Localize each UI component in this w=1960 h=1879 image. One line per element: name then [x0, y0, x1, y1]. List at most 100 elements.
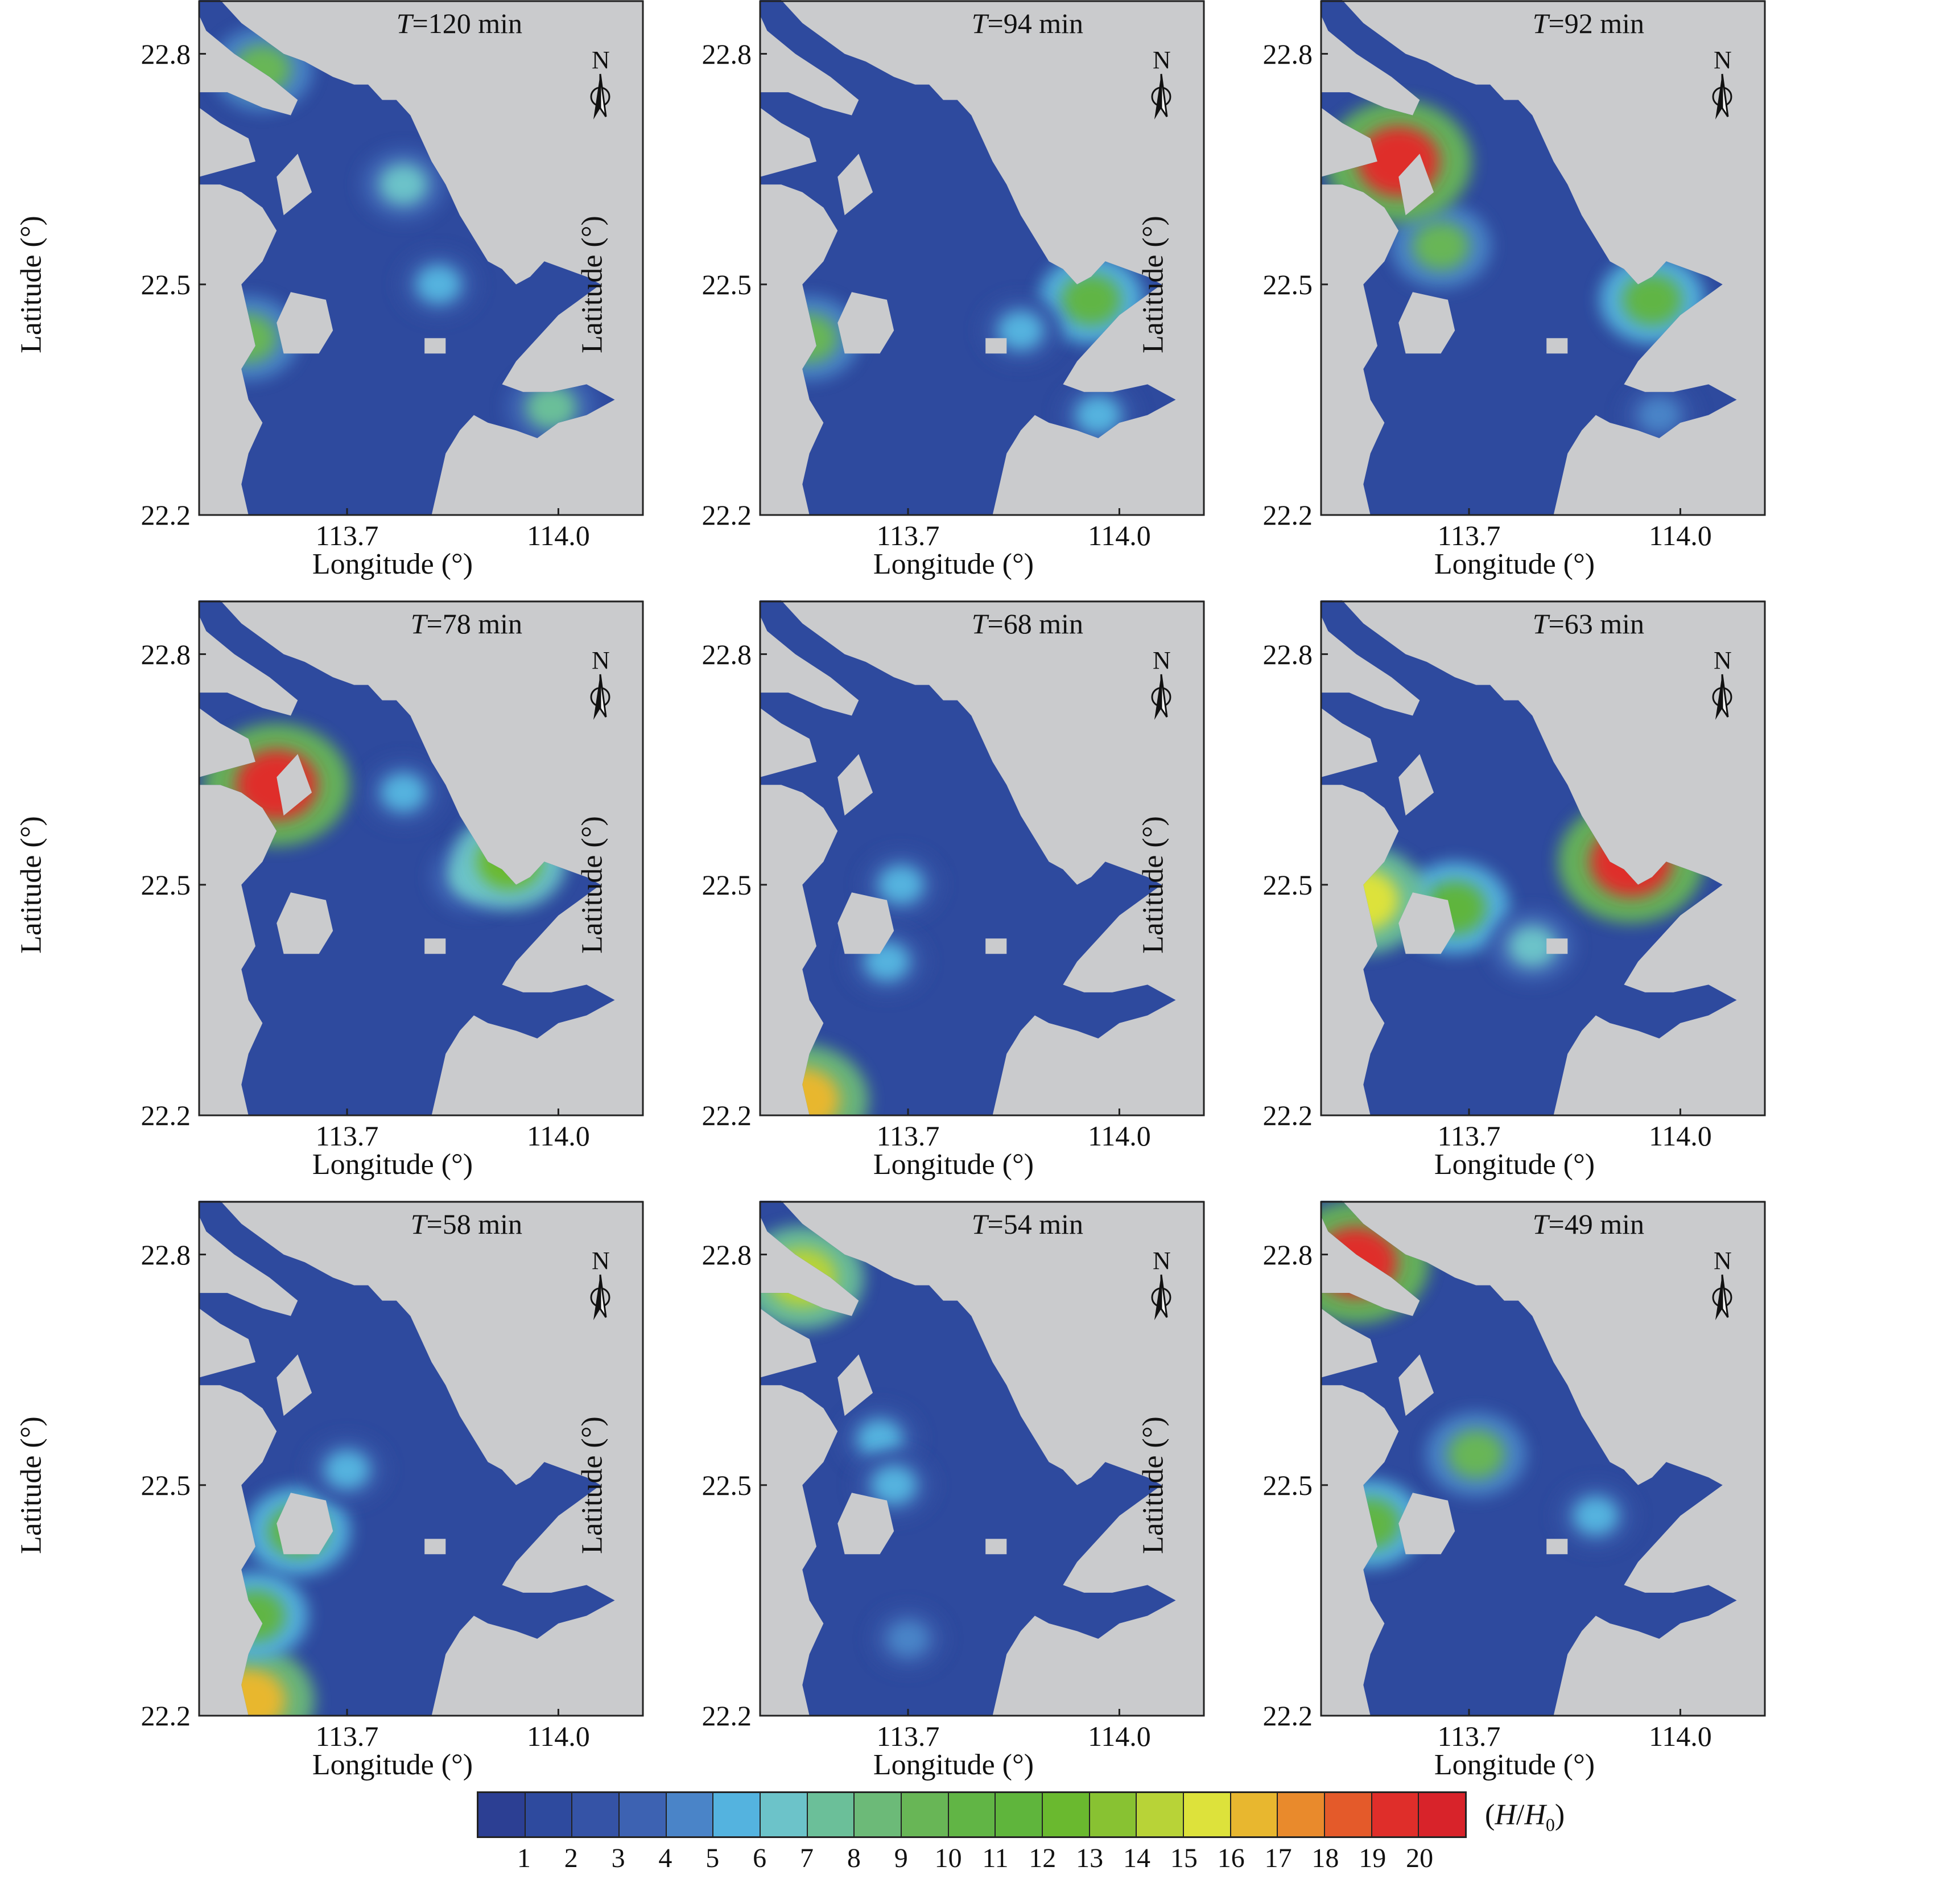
panel-time-label: T=94 min [971, 7, 1083, 39]
water-area [199, 0, 615, 515]
legend-swatch [1325, 1793, 1372, 1836]
y-tick-label: 22.5 [1262, 1469, 1313, 1501]
wave-amplification-hotspot [380, 772, 427, 813]
panel-time-label: T=54 min [971, 1208, 1083, 1240]
legend-tick-label: 11 [982, 1843, 1009, 1873]
legend-swatch [948, 1793, 996, 1836]
y-axis-label: Latitude (°) [1137, 1416, 1170, 1554]
wave-amplification-hotspot [1573, 1496, 1619, 1536]
island [837, 1354, 873, 1416]
water-area [1321, 1201, 1737, 1716]
x-tick-label: 114.0 [527, 520, 590, 551]
north-arrow-icon [1712, 1274, 1732, 1320]
wave-height-map [1320, 0, 1766, 516]
water-area [1321, 600, 1737, 1115]
legend-tick-label: 20 [1406, 1843, 1434, 1873]
x-tick-label: 114.0 [1088, 520, 1151, 551]
map-frame [759, 600, 1205, 1116]
legend-swatch [855, 1793, 902, 1836]
island [1546, 1539, 1568, 1555]
legend-tick-label: 4 [658, 1843, 672, 1873]
x-tick-label: 113.7 [1437, 1720, 1501, 1752]
island [1398, 154, 1434, 216]
x-tick-label: 113.7 [876, 520, 940, 551]
x-axis-label: Longitude (°) [1434, 1148, 1595, 1181]
map-panel: Latitude (°) 22.8 22.5 22.2 113.7 114.0 Longit… [1122, 0, 1766, 598]
map-panel: Latitude (°) 22.8 22.5 22.2 113.7 114.0 Longit… [561, 1201, 1205, 1798]
y-tick-label: 22.8 [141, 38, 191, 70]
north-label: N [1714, 646, 1732, 674]
map-frame [1320, 0, 1766, 516]
island [277, 1354, 312, 1416]
y-tick-label: 22.2 [141, 1700, 191, 1732]
island [837, 892, 894, 954]
y-axis-label: Latitude (°) [15, 216, 48, 353]
x-axis-label: Longitude (°) [312, 1749, 473, 1781]
island [837, 1493, 894, 1555]
legend-swatch [478, 1793, 526, 1836]
map-frame [198, 0, 644, 516]
island [277, 1493, 333, 1555]
x-tick-label: 114.0 [1088, 1720, 1151, 1752]
wave-amplification-hotspot [324, 1449, 370, 1490]
legend-swatch [620, 1793, 667, 1836]
panel-time-label: T=68 min [971, 608, 1083, 640]
y-tick-label: 22.2 [1262, 1700, 1313, 1732]
y-tick-label: 22.8 [141, 1238, 191, 1271]
north-arrow-icon [1712, 73, 1732, 120]
water-area [760, 0, 1176, 515]
y-axis-label: Latitude (°) [576, 816, 609, 954]
wave-amplification-hotspot [997, 311, 1044, 351]
island [1398, 1354, 1434, 1416]
map-panel: Latitude (°) 22.8 22.5 22.2 113.7 114.0 Longit… [1122, 1201, 1766, 1798]
island [424, 338, 446, 354]
island [277, 154, 312, 216]
legend-tick-label: 7 [800, 1843, 814, 1873]
map-panel: Latitude (°) 22.8 22.5 22.2 113.7 114.0 Longit… [0, 0, 644, 598]
x-tick-label: 114.0 [1649, 1720, 1712, 1752]
y-axis-label: Latitude (°) [15, 1416, 48, 1554]
y-tick-label: 22.5 [141, 1469, 191, 1501]
north-arrow-icon [590, 674, 610, 720]
map-panel: Latitude (°) 22.8 22.5 22.2 113.7 114.0 Longit… [1122, 600, 1766, 1198]
north-arrow-icon [590, 1274, 610, 1320]
map-frame [1320, 600, 1766, 1116]
legend-tick-label: 18 [1311, 1843, 1339, 1873]
panel-time-label: T=92 min [1532, 7, 1644, 39]
legend-tick-label: 16 [1217, 1843, 1245, 1873]
x-tick-label: 114.0 [1088, 1120, 1151, 1152]
y-tick-label: 22.5 [702, 868, 752, 901]
legend-swatch [902, 1793, 949, 1836]
wave-amplification-hotspot [525, 385, 577, 430]
y-tick-label: 22.8 [702, 1238, 752, 1271]
x-tick-label: 113.7 [315, 1120, 379, 1152]
island [985, 1539, 1007, 1555]
wave-amplification-hotspot [856, 1419, 903, 1459]
water-area [199, 1201, 615, 1716]
island [985, 338, 1007, 354]
island [277, 292, 333, 354]
legend-tick-label: 17 [1264, 1843, 1292, 1873]
wave-amplification-hotspot [1075, 395, 1121, 435]
north-arrow-icon [590, 73, 610, 120]
y-tick-label: 22.5 [1262, 868, 1313, 901]
legend-swatch [1043, 1793, 1090, 1836]
island [985, 938, 1007, 954]
map-frame [759, 1201, 1205, 1717]
legend-swatch [1184, 1793, 1231, 1836]
legend-tick-label: 1 [517, 1843, 531, 1873]
legend-color-bar [477, 1791, 1467, 1838]
y-tick-label: 22.8 [1262, 38, 1313, 70]
legend-swatch [1372, 1793, 1420, 1836]
panel-time-label: T=49 min [1532, 1208, 1644, 1240]
x-axis-label: Longitude (°) [1434, 1749, 1595, 1781]
north-arrow-icon [1151, 1274, 1171, 1320]
wave-amplification-hotspot [1637, 396, 1681, 434]
y-tick-label: 22.2 [141, 499, 191, 531]
map-panel: Latitude (°) 22.8 22.5 22.2 113.7 114.0 Longit… [0, 600, 644, 1198]
y-tick-label: 22.5 [1262, 268, 1313, 300]
y-tick-label: 22.2 [702, 499, 752, 531]
x-tick-label: 114.0 [527, 1120, 590, 1152]
island [1546, 338, 1568, 354]
wave-height-map [198, 1201, 644, 1717]
